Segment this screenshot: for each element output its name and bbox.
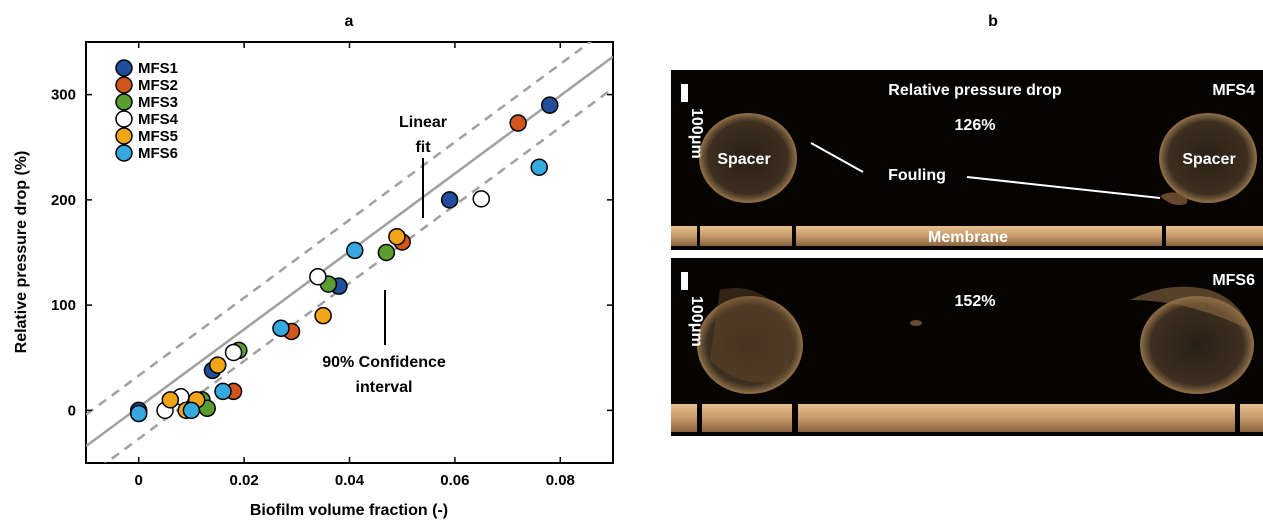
fouling-bottom-left <box>710 288 795 383</box>
scale-bar-bottom-label: 100μm <box>688 296 705 347</box>
membrane-left <box>671 226 697 246</box>
legend-label-mfs3: MFS3 <box>138 94 178 111</box>
fouling-pointer-right <box>966 176 1161 199</box>
membrane-mid-left <box>700 226 792 246</box>
point-mfs4 <box>472 190 490 208</box>
fouling-label: Fouling <box>888 167 946 184</box>
axis-ticks: 0 0.02 0.04 0.06 0.08 0 100 200 300 <box>51 42 613 489</box>
x-tick-label: 0 <box>135 472 143 489</box>
point-mfs6 <box>182 401 201 420</box>
fouling-bottom-right <box>1130 286 1250 330</box>
sample-label-mfs6: MFS6 <box>1212 272 1255 289</box>
spacer-bottom-left-shape <box>697 296 803 394</box>
ci-label-line2: interval <box>356 379 413 396</box>
point-mfs6 <box>129 404 148 423</box>
y-tick-label: 0 <box>68 402 76 419</box>
spacer-left-label: Spacer <box>717 151 770 168</box>
point-mfs3 <box>377 243 396 262</box>
fouling-deposit <box>1160 192 1188 205</box>
confidence-interval-lines <box>86 42 613 463</box>
x-axis-label: Biofilm volume fraction (-) <box>250 502 448 519</box>
point-mfs5 <box>314 306 332 325</box>
legend-label-mfs5: MFS5 <box>138 128 178 145</box>
legend-marker-mfs1 <box>115 59 133 77</box>
point-mfs5 <box>388 227 406 246</box>
point-mfs2 <box>509 114 527 132</box>
membrane-bottom-mid-left <box>702 404 792 432</box>
ci-lower-line <box>103 87 613 463</box>
x-tick-label: 0.04 <box>335 472 365 489</box>
data-points <box>129 96 559 423</box>
membrane-label: Membrane <box>928 229 1008 246</box>
fouling-speck <box>910 320 922 326</box>
sample-label-mfs4: MFS4 <box>1212 82 1255 99</box>
membrane-bottom-left <box>671 404 697 432</box>
linear-fit-annotation: Linear fit <box>399 114 447 218</box>
point-mfs4 <box>224 343 243 362</box>
legend-label-mfs6: MFS6 <box>138 145 178 162</box>
y-tick-label: 200 <box>51 192 76 209</box>
scale-bar-bottom <box>681 272 688 290</box>
point-mfs6 <box>272 319 290 338</box>
legend-label-mfs1: MFS1 <box>138 60 178 77</box>
pressure-drop-title: Relative pressure drop <box>888 82 1062 99</box>
point-mfs1 <box>541 96 559 114</box>
y-tick-label: 100 <box>51 297 76 314</box>
fouling-pointer-left <box>810 142 864 173</box>
linear-fit-label-line2: fit <box>415 139 431 156</box>
spacer-right-shape <box>1159 113 1257 203</box>
point-mfs6 <box>346 241 364 260</box>
legend-label-mfs2: MFS2 <box>138 77 178 94</box>
ci-upper-line <box>86 42 593 416</box>
scale-bar-top-label: 100μm <box>688 108 705 159</box>
legend-label-mfs4: MFS4 <box>138 111 179 128</box>
panel-b-label: b <box>988 13 998 30</box>
point-mfs1 <box>440 191 459 209</box>
membrane-bottom-center <box>798 404 1235 432</box>
legend-marker-mfs2 <box>115 76 133 94</box>
confidence-interval-annotation: 90% Confidence interval <box>322 290 446 396</box>
membrane-bottom-right <box>1240 404 1263 432</box>
x-tick-label: 0.02 <box>229 472 258 489</box>
linear-fit-label-line1: Linear <box>399 114 447 131</box>
legend-marker-mfs4 <box>115 110 133 128</box>
legend-marker-mfs5 <box>115 127 133 145</box>
scatter-plot: 0 0.02 0.04 0.06 0.08 0 100 200 300 <box>51 41 614 489</box>
y-tick-label: 300 <box>51 87 76 104</box>
pressure-drop-value-bottom: 152% <box>955 293 996 310</box>
y-axis-label: Relative pressure drop (%) <box>13 151 30 354</box>
panel-a-label: a <box>345 13 354 30</box>
ci-label-line1: 90% Confidence <box>322 354 446 371</box>
oct-image-mfs4: 100μm Relative pressure drop 126% MFS4 S… <box>671 70 1263 250</box>
membrane-right <box>1166 226 1263 246</box>
point-mfs5 <box>161 391 180 409</box>
oct-image-mfs6: 100μm 152% MFS6 <box>671 258 1263 436</box>
x-tick-label: 0.08 <box>546 472 575 489</box>
point-mfs5 <box>209 356 227 374</box>
point-mfs4 <box>309 267 327 286</box>
spacer-right-label: Spacer <box>1182 151 1235 168</box>
pressure-drop-value-top: 126% <box>955 117 996 134</box>
membrane-center <box>796 226 1162 246</box>
point-mfs6 <box>530 158 548 176</box>
legend-marker-mfs3 <box>115 93 133 111</box>
scale-bar-top <box>681 84 688 102</box>
legend-marker-mfs6 <box>115 144 133 162</box>
point-mfs6 <box>214 382 232 401</box>
spacer-left-shape <box>699 113 797 203</box>
x-tick-label: 0.06 <box>440 472 469 489</box>
